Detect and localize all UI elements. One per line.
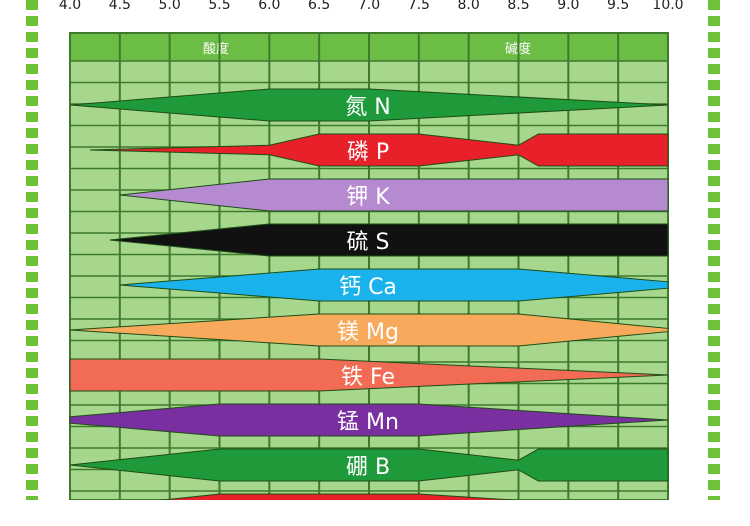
acidity-label: 酸度 [202, 42, 230, 57]
nutrient-label: 镁 Mg [337, 320, 399, 345]
nutrient-band [69, 88, 669, 122]
nutrient-label: 铜 Cu [338, 500, 398, 525]
nutrient-band [119, 268, 669, 302]
nutrient-band [69, 403, 669, 437]
nutrient-label: 磷 P [346, 140, 390, 165]
nutrient-availability-chart [69, 32, 669, 500]
ph-tick-label: 4.0 [58, 0, 82, 13]
nutrient-band [69, 313, 669, 347]
nutrient-label: 氮 N [345, 95, 391, 120]
chart-frame [69, 32, 669, 500]
ph-tick-label: 7.0 [357, 0, 381, 13]
ph-tick-label: 5.5 [208, 0, 231, 13]
nutrient-band [69, 358, 669, 392]
nutrient-label: 锰 Mn [337, 410, 399, 435]
ph-tick-label: 5.0 [158, 0, 181, 13]
nutrient-label: 硫 S [346, 230, 390, 255]
ph-tick-label: 10.0 [652, 0, 684, 13]
nutrient-band [158, 493, 521, 500]
right-border-dashes [708, 0, 720, 500]
ph-tick-label: 4.5 [108, 0, 131, 13]
ph-tick-label: 8.0 [457, 0, 480, 13]
ph-tick-label: 8.5 [507, 0, 530, 13]
left-border-dashes [26, 0, 38, 500]
nutrient-label: 钾 K [346, 185, 390, 210]
nutrient-band [69, 448, 669, 482]
nutrient-label: 硼 B [345, 455, 391, 480]
ph-tick-label: 6.0 [258, 0, 281, 13]
nutrient-label: 钙 Ca [339, 275, 397, 300]
ph-tick-label: 9.5 [607, 0, 630, 13]
nutrient-band [109, 223, 669, 257]
ph-tick-label: 6.5 [308, 0, 331, 13]
ph-tick-label: 7.5 [407, 0, 430, 13]
nutrient-band [119, 178, 669, 212]
nutrient-label: 铁 Fe [341, 365, 395, 390]
nutrient-band [89, 133, 669, 167]
ph-tick-label: 9.0 [557, 0, 580, 13]
